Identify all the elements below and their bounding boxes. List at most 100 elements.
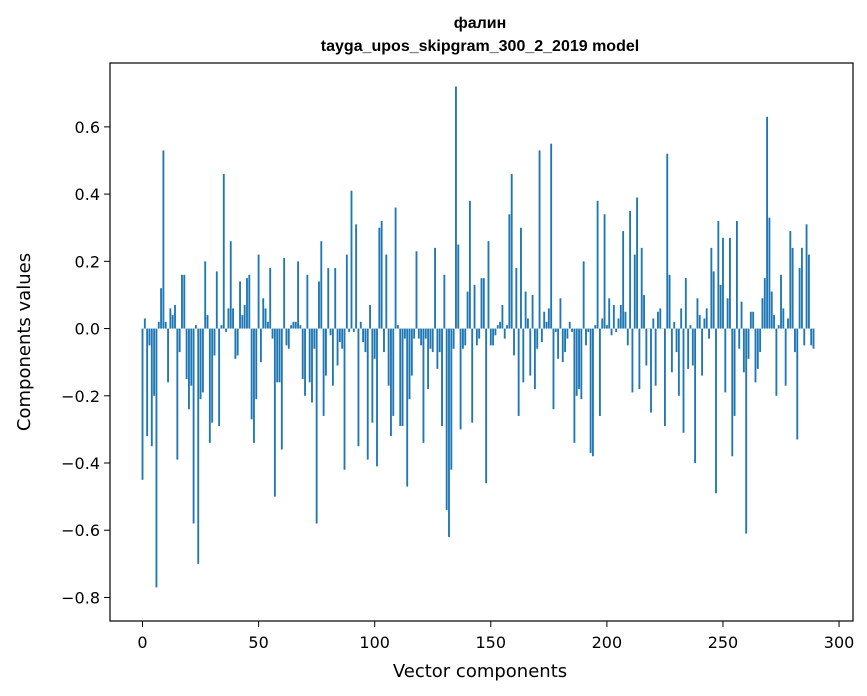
bar bbox=[362, 328, 365, 342]
bar bbox=[455, 86, 457, 329]
x-tick-label: 50 bbox=[248, 633, 268, 652]
bar bbox=[513, 328, 515, 356]
y-tick-label: −0.8 bbox=[61, 588, 100, 607]
bar bbox=[292, 321, 295, 329]
bar bbox=[415, 251, 418, 329]
bar bbox=[475, 328, 478, 346]
bar bbox=[784, 328, 787, 386]
bar bbox=[141, 328, 144, 480]
bar bbox=[696, 298, 699, 329]
bar bbox=[236, 328, 239, 356]
bar bbox=[780, 274, 782, 329]
bar bbox=[605, 325, 608, 329]
bar bbox=[722, 237, 724, 329]
bar bbox=[385, 254, 388, 329]
bar bbox=[585, 328, 587, 346]
bar bbox=[770, 291, 773, 329]
x-tick-label: 300 bbox=[824, 633, 855, 652]
bar bbox=[417, 328, 420, 339]
bar bbox=[749, 311, 752, 329]
bar bbox=[313, 328, 316, 349]
x-tick-label: 250 bbox=[708, 633, 739, 652]
bar bbox=[299, 325, 302, 329]
bar bbox=[234, 328, 237, 359]
bar bbox=[225, 328, 228, 332]
bar bbox=[443, 274, 446, 329]
bar bbox=[487, 241, 490, 329]
bar bbox=[155, 328, 158, 588]
bar bbox=[794, 328, 796, 353]
x-tick-label: 0 bbox=[137, 633, 147, 652]
bar bbox=[533, 328, 536, 390]
bar bbox=[199, 328, 202, 400]
bar bbox=[373, 328, 376, 359]
bar bbox=[190, 328, 193, 386]
bar bbox=[420, 328, 423, 346]
bar bbox=[617, 318, 620, 329]
bar bbox=[543, 311, 546, 329]
bar bbox=[464, 328, 467, 346]
bar bbox=[636, 197, 638, 329]
bar bbox=[582, 261, 585, 329]
bar bbox=[485, 328, 488, 484]
bar bbox=[789, 231, 792, 329]
bar bbox=[352, 328, 355, 332]
bar bbox=[331, 328, 334, 386]
bar bbox=[466, 291, 469, 329]
y-tick-label: 0.4 bbox=[75, 185, 100, 204]
bar bbox=[322, 328, 325, 416]
bar bbox=[619, 305, 622, 329]
x-axis-label: Vector components bbox=[393, 661, 567, 682]
bar bbox=[715, 328, 717, 494]
bar bbox=[712, 271, 715, 329]
bar bbox=[148, 328, 151, 346]
bar bbox=[517, 328, 520, 416]
bar bbox=[306, 274, 309, 329]
bar bbox=[633, 254, 636, 329]
bar bbox=[508, 214, 511, 329]
bar bbox=[638, 328, 641, 390]
bar bbox=[396, 325, 399, 329]
bar bbox=[589, 328, 592, 453]
x-tick-label: 100 bbox=[359, 633, 390, 652]
bar bbox=[682, 328, 685, 433]
bar bbox=[768, 217, 771, 329]
bar bbox=[403, 328, 406, 339]
bar bbox=[489, 328, 492, 346]
bar bbox=[573, 328, 576, 443]
bar bbox=[213, 328, 216, 356]
bar bbox=[515, 268, 518, 329]
y-tick-label: −0.4 bbox=[61, 454, 100, 473]
bar bbox=[399, 328, 402, 427]
bar bbox=[341, 328, 344, 349]
bar bbox=[624, 311, 627, 329]
bar bbox=[371, 328, 374, 423]
bar bbox=[691, 328, 694, 366]
bar bbox=[232, 308, 234, 329]
bar bbox=[668, 274, 671, 329]
bar bbox=[434, 247, 436, 329]
bar bbox=[612, 305, 615, 329]
bar bbox=[708, 328, 710, 339]
bar bbox=[782, 308, 785, 329]
bar bbox=[471, 328, 474, 423]
bar bbox=[684, 278, 687, 329]
bar bbox=[626, 328, 629, 346]
bar bbox=[657, 311, 659, 329]
bar bbox=[215, 271, 218, 329]
bar bbox=[246, 278, 248, 329]
bar bbox=[763, 278, 766, 329]
bar bbox=[257, 254, 260, 329]
bar bbox=[492, 328, 495, 346]
bar bbox=[610, 328, 613, 336]
bar bbox=[278, 328, 281, 383]
bar bbox=[345, 254, 348, 329]
bar bbox=[266, 321, 269, 329]
bar bbox=[568, 321, 571, 329]
bar bbox=[383, 328, 385, 353]
bar bbox=[615, 328, 618, 332]
bar bbox=[304, 328, 306, 396]
bar bbox=[645, 328, 648, 366]
bar bbox=[766, 116, 769, 329]
